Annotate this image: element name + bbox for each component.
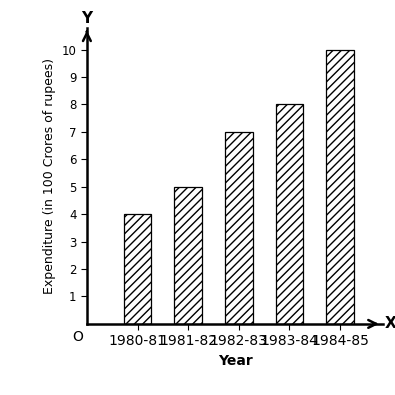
Y-axis label: Expenditure (in 100 Crores of rupees): Expenditure (in 100 Crores of rupees)	[43, 58, 56, 294]
X-axis label: Year: Year	[218, 354, 252, 368]
Bar	[276, 104, 303, 324]
Text: X: X	[385, 316, 395, 331]
Bar	[225, 132, 253, 324]
Text: O: O	[72, 330, 83, 344]
Bar	[174, 187, 202, 324]
Bar	[326, 50, 354, 324]
Text: Y: Y	[81, 11, 92, 26]
Bar	[124, 214, 151, 324]
